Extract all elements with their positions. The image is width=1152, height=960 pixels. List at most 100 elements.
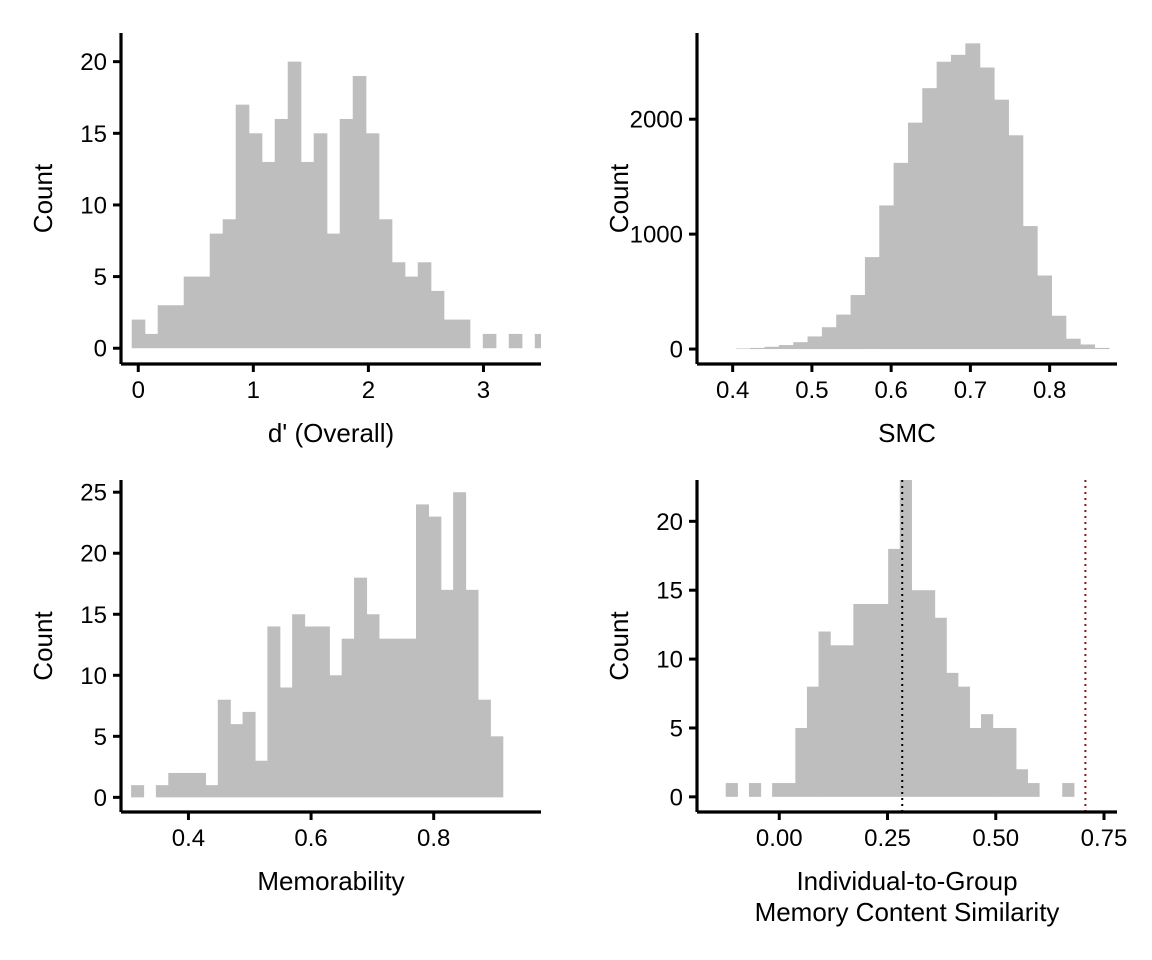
x-tick-label: 3 [477, 377, 490, 404]
histogram-bar [850, 295, 866, 350]
histogram-bar [235, 104, 250, 349]
histogram-bar [193, 772, 207, 798]
histogram-bar [818, 631, 831, 797]
x-tick-label: 0.6 [294, 825, 327, 852]
histogram-bar [205, 785, 219, 798]
histogram-bar [876, 603, 889, 797]
y-tick-label: 0 [670, 784, 683, 811]
histogram-bar [807, 336, 823, 350]
histogram-bar [313, 133, 328, 349]
histogram-bar [994, 99, 1009, 350]
histogram-bar [806, 686, 820, 797]
histogram-bar [490, 736, 504, 798]
histogram-bar [168, 772, 182, 798]
histogram-bar [465, 589, 479, 798]
plot-area [131, 492, 504, 798]
y-axis-title: Count [604, 611, 634, 681]
histogram-bar [950, 54, 966, 350]
y-tick-label: 0 [94, 336, 107, 363]
y-tick-label: 2000 [630, 107, 683, 134]
x-axis-title: Individual-to-Group [796, 866, 1017, 896]
histogram-bar [1065, 338, 1081, 350]
x-tick-label: 0.8 [1033, 377, 1066, 404]
y-tick-label: 20 [656, 509, 683, 536]
x-tick-label: 2 [362, 377, 375, 404]
x-tick-label: 0.6 [874, 377, 907, 404]
y-tick-label: 5 [670, 715, 683, 742]
histogram-bar [1062, 783, 1075, 797]
histogram-bar [907, 122, 923, 350]
histogram-bar [946, 672, 959, 797]
x-tick-label: 0.4 [172, 825, 205, 852]
y-tick-label: 0 [94, 785, 107, 812]
x-tick-label: 0.25 [864, 825, 911, 852]
histogram-bar [365, 133, 380, 349]
panel-similarity: 0.00 0.25 0.50 0.75 0 5 10 15 20 Individual-to-Gr… [604, 480, 1127, 927]
histogram-bar [170, 305, 185, 349]
y-tick-label: 0 [670, 337, 683, 364]
x-axis-title: Memorability [257, 866, 404, 896]
histogram-bar [378, 638, 392, 798]
histogram-bar [196, 276, 211, 349]
y-tick-label: 25 [80, 480, 107, 507]
x-tick-label: 0 [132, 377, 145, 404]
x-tick-label: 0.7 [954, 377, 987, 404]
histogram-bar [456, 319, 471, 349]
panel-smc: 0.4 0.5 0.6 0.7 0.8 0 1000 2000 SMC Count [604, 33, 1117, 448]
histogram-bar [304, 626, 318, 798]
histogram-bar [453, 492, 467, 798]
histogram-bar [1015, 769, 1029, 797]
histogram-bar [209, 233, 224, 349]
histogram-bar [534, 333, 541, 349]
histogram-bar [795, 727, 808, 797]
histogram-bar [508, 333, 523, 349]
histogram-bar [339, 118, 354, 349]
histogram-bar [992, 727, 1005, 797]
y-tick-label: 1000 [630, 222, 683, 249]
y-axis-title: Count [28, 611, 58, 681]
histogram-bar [911, 590, 924, 797]
histogram-bar [1008, 135, 1024, 350]
histogram-bar [144, 333, 159, 349]
x-tick-label: 0.8 [417, 825, 450, 852]
y-tick-label: 15 [80, 602, 107, 629]
histogram-bar [979, 67, 995, 350]
histogram-bar [477, 699, 491, 798]
histogram-bar [793, 342, 809, 350]
histogram-bar [1080, 344, 1096, 350]
histogram-bar [354, 577, 368, 798]
histogram-bar [415, 504, 429, 798]
x-tick-label: 1 [247, 377, 260, 404]
histogram-bar [922, 88, 938, 350]
y-axis-title: Count [604, 163, 634, 233]
histogram-bar [366, 614, 380, 798]
histogram-bar [841, 645, 854, 797]
histogram-bar [561, 334, 575, 348]
panel-memorability: 0.4 0.6 0.8 0 5 10 15 20 25 Memorability Count [28, 480, 541, 896]
histogram-bar [443, 319, 458, 349]
histogram-bar [965, 43, 981, 350]
y-tick-label: 15 [656, 578, 683, 605]
histogram-bar [230, 724, 244, 798]
histogram-bar [131, 785, 145, 798]
histogram-bar [131, 319, 146, 349]
y-tick-label: 10 [80, 663, 107, 690]
histogram-bar [329, 675, 343, 798]
panel-dprime: 0 1 2 3 0 5 10 15 20 d' (Overall) Count [28, 33, 575, 448]
histogram-bar [316, 626, 330, 798]
histogram-bar [274, 118, 289, 349]
histogram-bar [1022, 226, 1038, 350]
histogram-bar [772, 783, 785, 797]
histogram-bar [778, 345, 794, 350]
histogram-bar [378, 219, 393, 349]
plot-area [131, 61, 575, 349]
histogram-bar [783, 783, 796, 797]
histogram-bar [403, 638, 417, 798]
x-tick-label: 0.00 [756, 825, 803, 852]
histogram-bar [183, 276, 198, 349]
histogram-bar [922, 590, 936, 797]
histogram-bar [853, 603, 866, 797]
histogram-bar [391, 262, 406, 349]
x-tick-label: 0.50 [972, 825, 1019, 852]
y-tick-label: 20 [80, 541, 107, 568]
